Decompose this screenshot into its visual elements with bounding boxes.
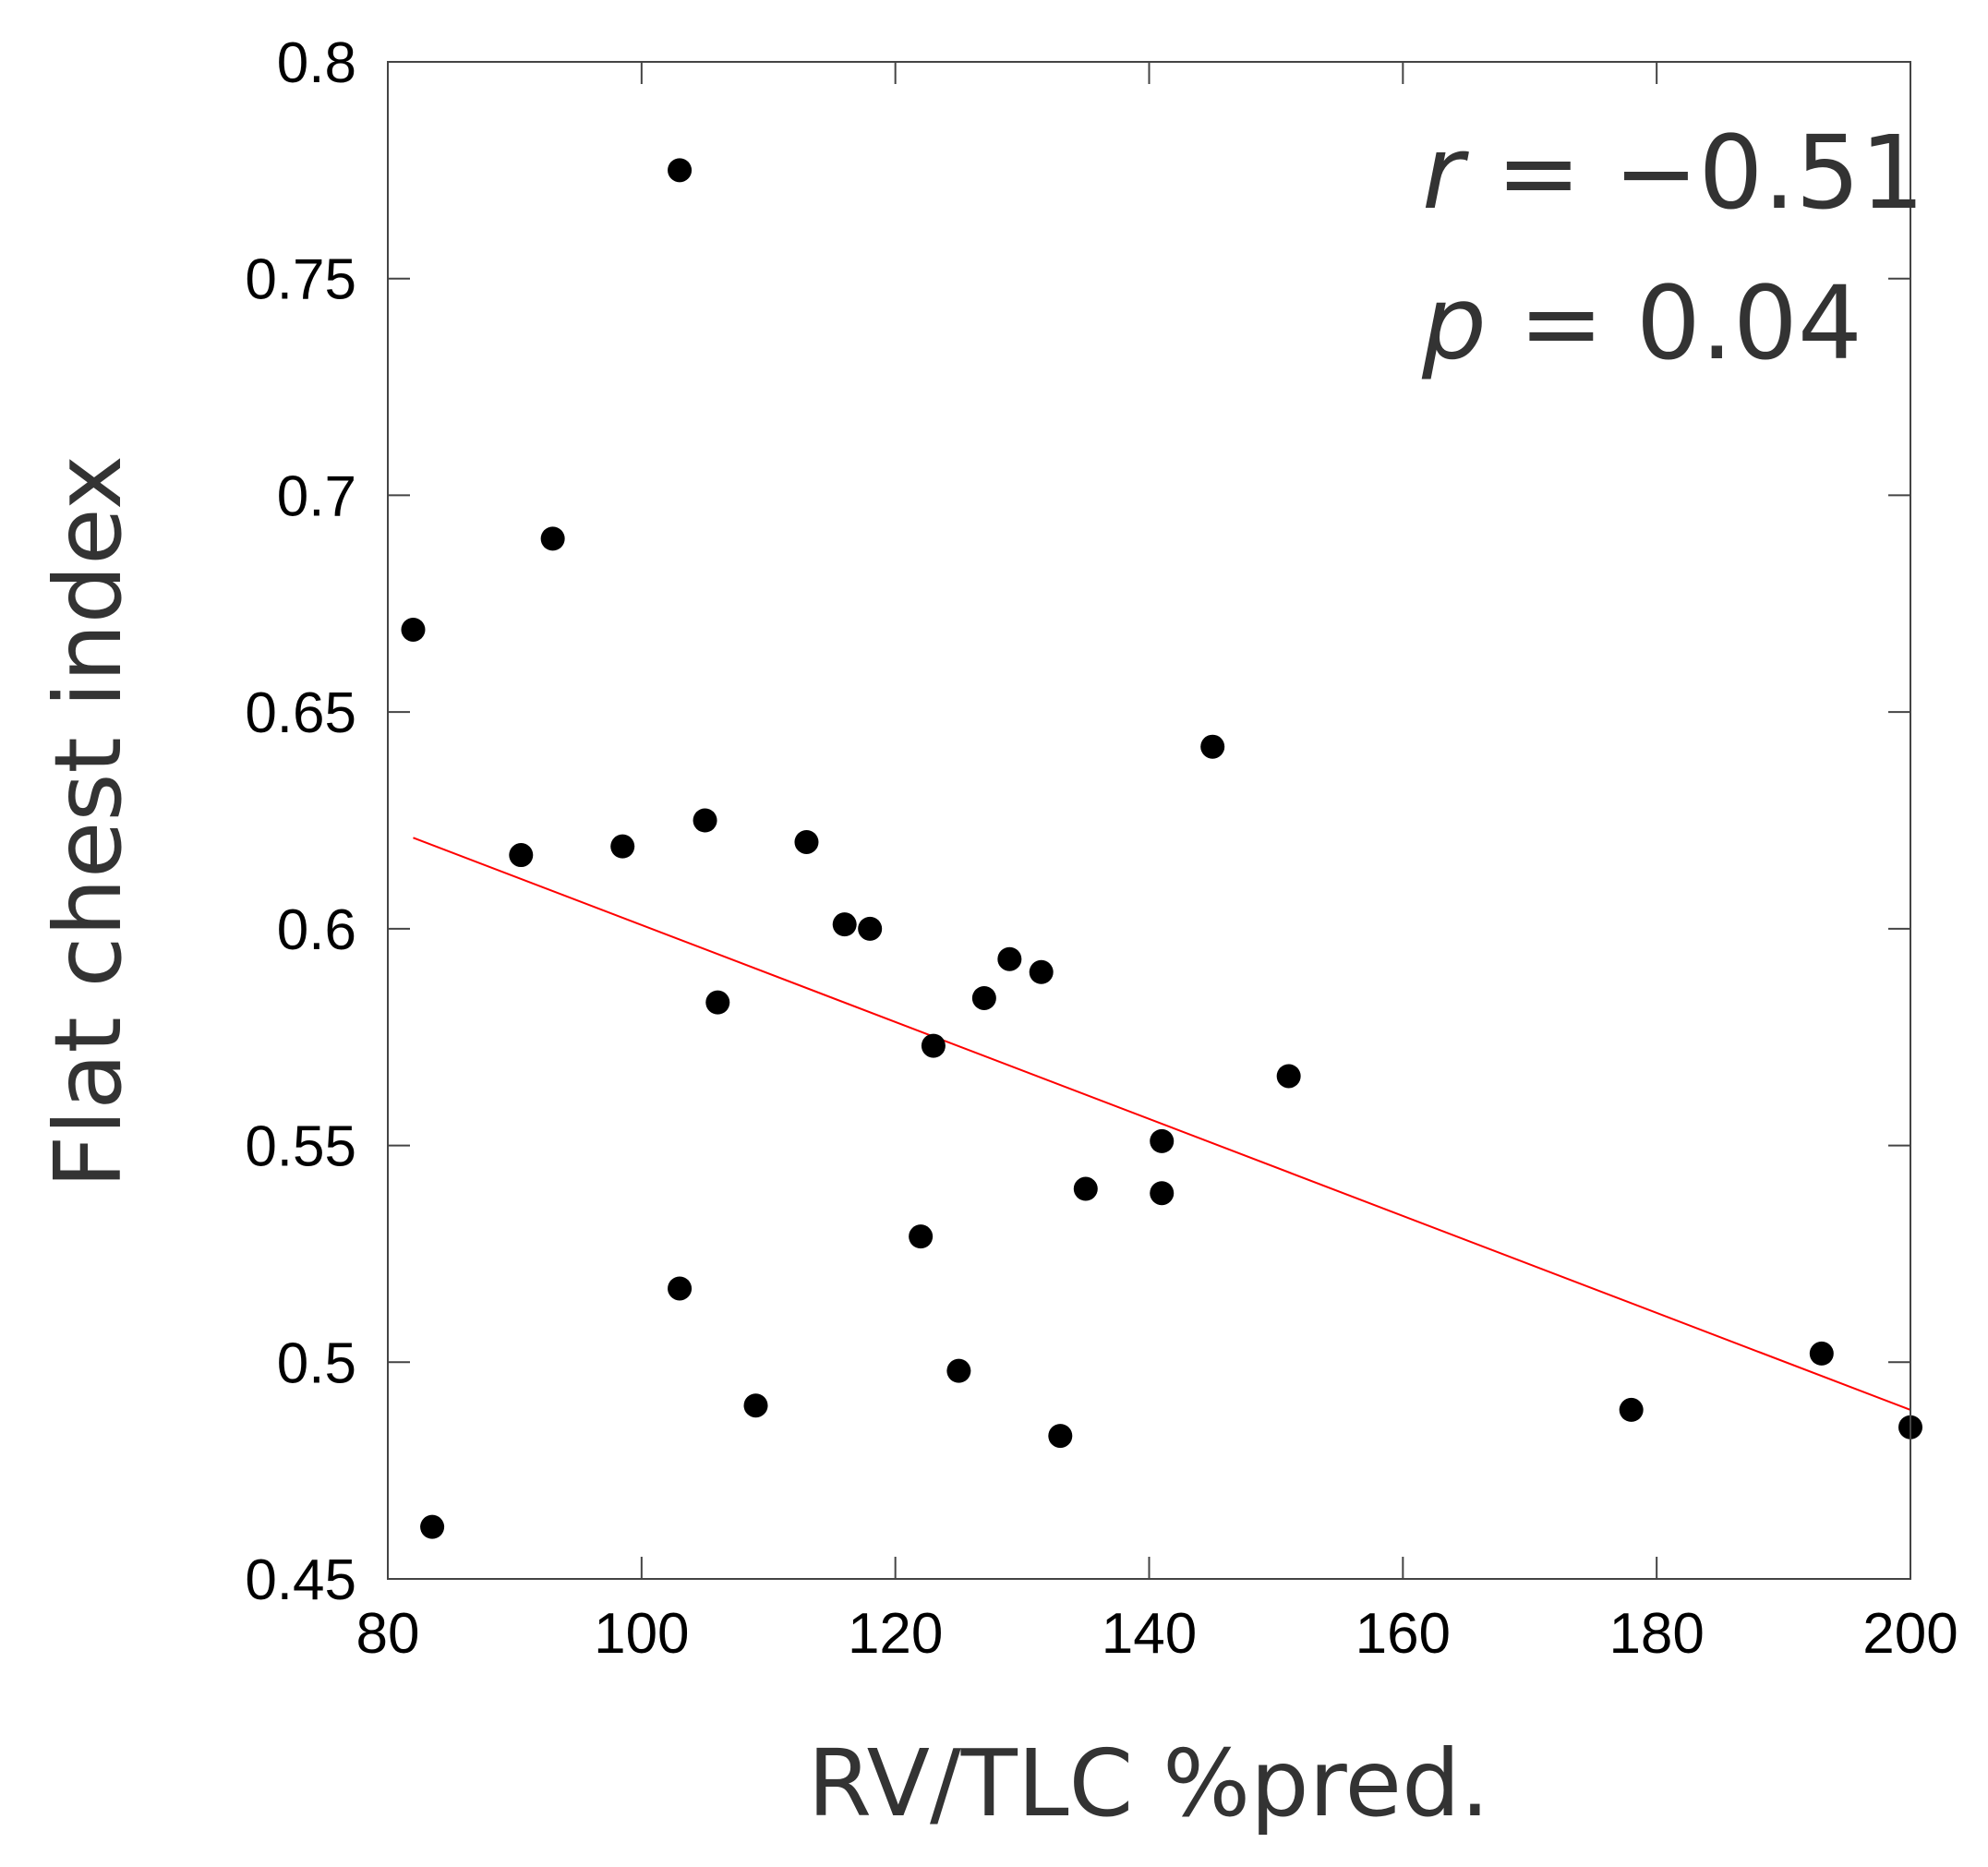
y-axis-title: Flat chest index: [34, 455, 142, 1188]
y-tick-label: 0.45: [245, 1548, 356, 1612]
data-point: [832, 912, 857, 937]
p-value-value: = 0.04: [1487, 264, 1862, 382]
data-points: [401, 158, 1922, 1539]
x-tick-label: 180: [1608, 1602, 1704, 1666]
data-point: [743, 1393, 768, 1418]
p-value-annotation: p = 0.04: [1421, 264, 1862, 382]
data-point: [794, 829, 819, 854]
data-point: [971, 985, 996, 1010]
data-point: [509, 843, 534, 868]
data-point: [997, 946, 1022, 971]
data-point: [668, 158, 693, 183]
regression-line: [413, 837, 1911, 1411]
y-tick-label: 0.8: [277, 31, 356, 95]
data-point: [1809, 1341, 1834, 1366]
data-point: [1048, 1424, 1073, 1449]
x-tick-label: 80: [356, 1602, 420, 1666]
correlation-annotation: r = −0.51: [1422, 114, 1924, 232]
y-tick-label: 0.55: [245, 1115, 356, 1179]
data-point: [1029, 959, 1054, 984]
y-tick-label: 0.5: [277, 1331, 356, 1395]
y-axis-ticks: 0.45 0.5 0.55 0.6 0.65 0.7 0.75 0.8: [245, 31, 1910, 1612]
data-point: [1150, 1128, 1175, 1153]
data-point: [946, 1358, 971, 1383]
data-point: [921, 1033, 946, 1058]
data-point: [1619, 1397, 1644, 1422]
p-value-symbol: p: [1421, 264, 1487, 382]
x-tick-label: 160: [1355, 1602, 1451, 1666]
x-tick-label: 120: [848, 1602, 943, 1666]
x-axis-title: RV/TLC %pred.: [808, 1729, 1490, 1837]
data-point: [1276, 1064, 1301, 1089]
x-tick-label: 100: [594, 1602, 689, 1666]
data-point: [858, 916, 883, 941]
data-point: [1200, 734, 1225, 759]
y-tick-label: 0.7: [277, 464, 356, 528]
plot-frame: [387, 61, 1911, 1580]
data-point: [909, 1224, 934, 1249]
data-point: [693, 808, 717, 833]
data-point: [401, 617, 426, 642]
data-point: [540, 526, 565, 551]
y-tick-label: 0.6: [277, 898, 356, 962]
data-point: [705, 990, 730, 1015]
data-point: [420, 1514, 445, 1539]
y-tick-label: 0.75: [245, 248, 356, 312]
x-tick-label: 200: [1862, 1602, 1958, 1666]
x-tick-label: 140: [1102, 1602, 1197, 1666]
data-point: [610, 834, 635, 859]
data-point: [668, 1276, 693, 1301]
y-tick-label: 0.65: [245, 681, 356, 745]
data-point: [1150, 1181, 1175, 1206]
correlation-value: = −0.51: [1464, 114, 1924, 232]
x-axis-ticks: 80 100 120 140 160 180 200: [356, 62, 1958, 1666]
correlation-symbol: r: [1422, 114, 1469, 232]
data-point: [1073, 1176, 1098, 1201]
